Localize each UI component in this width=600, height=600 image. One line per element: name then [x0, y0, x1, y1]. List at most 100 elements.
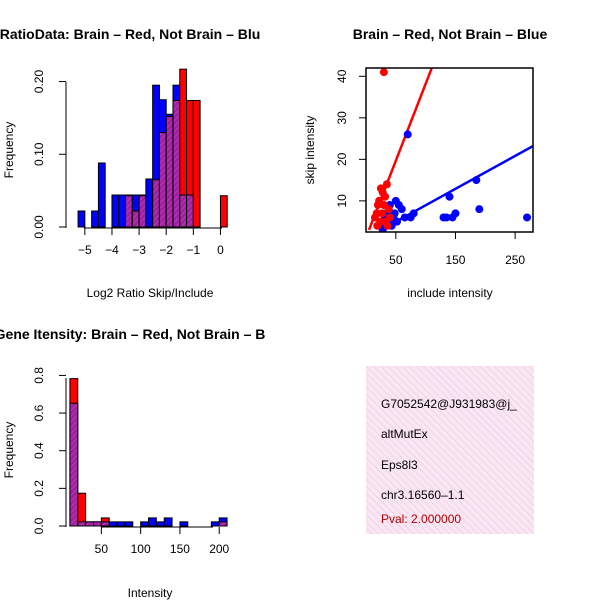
p3-bar-14	[179, 521, 189, 527]
p1-bar-21	[219, 195, 228, 228]
p3-bar-12	[163, 517, 173, 527]
p1-bar-2	[91, 210, 99, 228]
p1-bar-6	[118, 194, 127, 228]
scatter-point-not-brain-29	[393, 217, 402, 226]
p3-bar-5	[108, 521, 118, 527]
intensity-histogram-ylabel: Frequency	[2, 422, 16, 479]
scatter-ytick-label: 20	[335, 152, 349, 166]
p1-xtick-label: 0	[217, 243, 224, 257]
scatter-ytick-label: 30	[335, 111, 349, 125]
ratio-histogram-bars	[77, 68, 228, 228]
scatter-point-not-brain-21	[472, 176, 481, 185]
p1-overlap-bar-13	[165, 115, 174, 228]
scatter-panel: Brain – Red, Not Brain – Blue 50 150 250 1…	[303, 26, 547, 300]
p3-ytick-label: 0.6	[32, 404, 46, 421]
info-pval: Pval: 2.000000	[381, 512, 461, 526]
scatter-point-not-brain-18	[445, 192, 454, 201]
scatter-point-not-brain-15	[409, 209, 418, 218]
intensity-histogram-xlabel: Intensity	[128, 586, 173, 600]
p3-bar-6	[116, 521, 126, 527]
p3-xtick-label: 100	[131, 542, 151, 556]
intensity-histogram-y-ticks: 0.0 0.2 0.4 0.6 0.8	[32, 367, 66, 534]
p1-overlap-bar-12	[158, 131, 167, 228]
p1-ytick-label: 0.20	[32, 70, 46, 94]
intensity-histogram-x-ticks: 50 100 150 200	[95, 527, 230, 556]
scatter-ytick-label: 10	[335, 194, 349, 208]
p3-ytick-label: 0.0	[32, 517, 46, 534]
p1-overlap-bar-14	[172, 99, 181, 228]
p3-xtick-label: 150	[170, 542, 190, 556]
p1-xtick-label: −3	[132, 243, 146, 257]
scatter-point-brain-14	[378, 209, 387, 218]
p3-ytick-label: 0.8	[32, 367, 46, 384]
p3-bar-1	[77, 492, 87, 527]
ratio-histogram-title: RatioData: Brain – Red, Not Brain – Blu	[0, 26, 260, 42]
scatter-point-brain-8	[381, 192, 390, 201]
p1-overlap-bar-15	[179, 194, 188, 228]
scatter-point-brain-9	[382, 180, 391, 189]
info-panel: G7052542@J931983@j_ altMutEx Eps8l3 chr3…	[366, 366, 534, 534]
scatter-point-not-brain-12	[400, 213, 409, 222]
p1-bar-17	[192, 99, 201, 228]
scatter-frame	[365, 67, 534, 233]
scatter-point-not-brain-13	[403, 130, 412, 139]
p3-overlap-bar-1	[77, 521, 87, 527]
scatter-plot-area	[367, 68, 533, 232]
intensity-histogram-bars	[69, 378, 228, 527]
p1-overlap-bar-8	[131, 210, 140, 228]
p3-ytick-label: 0.4	[32, 442, 46, 459]
ratio-histogram-ylabel: Frequency	[2, 122, 16, 179]
p1-bar-0	[77, 210, 86, 228]
p3-ytick-label: 0.2	[32, 480, 46, 497]
scatter-point-not-brain-17	[442, 213, 451, 222]
p3-bar-18	[210, 521, 220, 527]
ratio-histogram-xlabel: Log2 Ratio Skip/Include	[87, 286, 214, 300]
scatter-x-ticks: 50 150 250	[389, 232, 525, 267]
p1-bar-5	[111, 194, 120, 228]
info-panel-background	[366, 366, 534, 534]
p3-bar-9	[140, 521, 149, 527]
p3-overlap-bar-3	[93, 521, 102, 527]
scatter-xtick-label: 50	[389, 253, 403, 267]
scatter-point-not-brain-20	[451, 209, 460, 218]
scatter-ylabel: skip intensity	[303, 116, 317, 185]
p3-overlap-bar-19	[218, 521, 228, 527]
p1-overlap-bar-11	[152, 179, 160, 228]
scatter-xtick-label: 250	[505, 253, 525, 267]
intensity-histogram-title: Gene Itensity: Brain – Red, Not Brain – …	[0, 326, 265, 342]
p3-bar-10	[148, 517, 157, 527]
p3-overlap-bar-4	[100, 521, 110, 527]
p3-bar-11	[155, 521, 165, 527]
p1-overlap-bar-16	[186, 194, 194, 228]
scatter-point-brain-13	[373, 221, 382, 230]
scatter-title: Brain – Red, Not Brain – Blue	[353, 26, 548, 42]
scatter-ytick-label: 40	[335, 69, 349, 83]
info-gene: Eps8l3	[381, 458, 418, 472]
info-event-type: altMutEx	[381, 427, 428, 441]
ratio-histogram-y-ticks: 0.00 0.10 0.20	[32, 70, 66, 239]
scatter-point-brain-10	[384, 205, 393, 214]
scatter-point-not-brain-11	[397, 205, 406, 214]
p1-ytick-label: 0.10	[32, 142, 46, 166]
ratio-histogram-panel: RatioData: Brain – Red, Not Brain – Blu …	[0, 26, 260, 300]
info-event-id: G7052542@J931983@j_	[381, 397, 517, 411]
scatter-point-brain-16	[383, 221, 392, 230]
p1-xtick-label: −2	[159, 243, 173, 257]
p3-xtick-label: 200	[209, 542, 229, 556]
ratio-histogram-x-ticks: −5 −4 −3 −2 −1 0	[78, 228, 224, 257]
scatter-point-brain-0	[379, 68, 388, 77]
p1-xtick-label: −1	[186, 243, 200, 257]
info-location: chr3.16560–1.1	[381, 488, 465, 502]
scatter-y-ticks: 10 20 30 40	[335, 69, 366, 208]
p3-overlap-bar-2	[85, 521, 95, 527]
p1-bar-3	[97, 162, 106, 228]
p1-ytick-label: 0.00	[32, 215, 46, 239]
scatter-point-not-brain-22	[475, 205, 484, 214]
scatter-point-not-brain-23	[523, 213, 532, 222]
p3-bar-7	[124, 521, 134, 527]
p1-bar-10	[145, 178, 154, 228]
intensity-histogram-panel: Gene Itensity: Brain – Red, Not Brain – …	[0, 326, 265, 600]
p1-overlap-bar-7	[125, 195, 133, 228]
p1-xtick-label: −5	[78, 243, 92, 257]
